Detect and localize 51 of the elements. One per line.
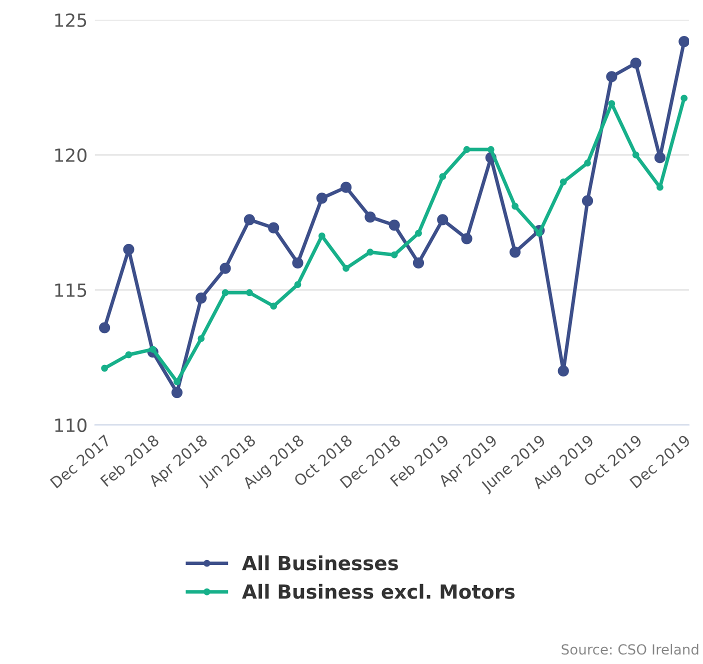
point bbox=[196, 292, 207, 304]
point bbox=[364, 211, 376, 223]
point bbox=[268, 222, 280, 234]
point bbox=[318, 232, 326, 240]
point bbox=[560, 178, 567, 186]
point bbox=[316, 192, 328, 204]
point bbox=[582, 195, 594, 206]
point bbox=[606, 71, 618, 82]
point bbox=[632, 151, 640, 158]
point bbox=[487, 146, 494, 154]
point bbox=[512, 202, 519, 210]
point bbox=[510, 246, 521, 258]
point bbox=[678, 36, 689, 48]
point bbox=[656, 184, 664, 191]
point bbox=[101, 364, 108, 372]
point bbox=[439, 173, 446, 180]
point bbox=[270, 302, 278, 310]
point bbox=[198, 335, 205, 342]
point bbox=[463, 146, 470, 154]
y-tick-label: 115 bbox=[55, 284, 86, 298]
point bbox=[388, 220, 400, 231]
point bbox=[220, 262, 231, 274]
point bbox=[340, 182, 352, 193]
point bbox=[654, 152, 666, 164]
legend-label: All Businesses bbox=[242, 555, 398, 570]
y-tick-label: 110 bbox=[55, 418, 86, 432]
point bbox=[171, 387, 183, 398]
point bbox=[294, 281, 302, 288]
source-note: Source: CSO Ireland bbox=[562, 644, 698, 655]
legend-label: All Business excl. Motors bbox=[242, 584, 515, 599]
point bbox=[99, 322, 110, 334]
point bbox=[366, 248, 374, 256]
point bbox=[630, 58, 642, 69]
point bbox=[415, 230, 422, 237]
y-tick-label: 125 bbox=[55, 13, 86, 28]
point bbox=[125, 351, 132, 358]
point bbox=[174, 378, 180, 386]
point bbox=[461, 233, 472, 244]
y-tick-label: 120 bbox=[55, 148, 86, 162]
point bbox=[246, 289, 253, 296]
point bbox=[680, 94, 688, 102]
point bbox=[123, 244, 134, 255]
point bbox=[342, 264, 350, 272]
point bbox=[584, 160, 591, 167]
point bbox=[437, 214, 448, 226]
point bbox=[222, 289, 229, 296]
point bbox=[390, 251, 398, 258]
point bbox=[558, 365, 569, 377]
point bbox=[244, 214, 256, 226]
point bbox=[412, 257, 424, 268]
point bbox=[292, 257, 304, 268]
